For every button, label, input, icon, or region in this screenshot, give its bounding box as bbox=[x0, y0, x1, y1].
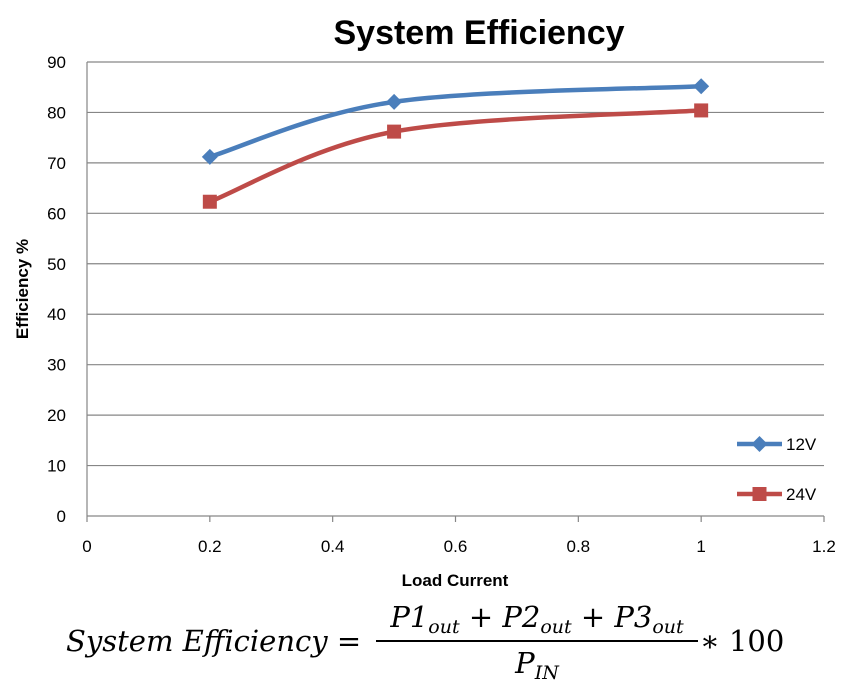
formula-fraction: P1out + P2out + P3out PIN bbox=[376, 596, 698, 688]
x-tick-label: 0.2 bbox=[198, 537, 222, 556]
legend-marker-24v bbox=[752, 487, 767, 501]
y-tick-label: 10 bbox=[47, 457, 66, 476]
y-tick-label: 40 bbox=[47, 305, 66, 324]
formula-factor: 100 bbox=[728, 624, 785, 658]
chart: System Efficiency 0 10 20 30 40 50 60 70 80 90 0 0.2… bbox=[13, 14, 836, 590]
efficiency-formula: System Efficiency = P1out + P2out + P3ou… bbox=[0, 596, 850, 688]
x-tick-label: 0 bbox=[82, 537, 91, 556]
x-tick-label: 1.2 bbox=[812, 537, 836, 556]
y-tick-label: 50 bbox=[47, 255, 66, 274]
data-point-12v bbox=[201, 148, 218, 165]
numerator-subscript: out bbox=[652, 616, 684, 638]
formula-lhs-text: System Efficiency bbox=[66, 624, 328, 658]
numerator-operator: + bbox=[580, 600, 606, 634]
numerator-term: P3 bbox=[614, 600, 653, 634]
formula-equals: = bbox=[336, 624, 362, 658]
formula-numerator: P1out + P2out + P3out bbox=[376, 600, 698, 638]
y-tick-label: 0 bbox=[57, 507, 66, 526]
numerator-operator: + bbox=[468, 600, 494, 634]
chart-svg: System Efficiency 0 10 20 30 40 50 60 70 80 90 0 0.2… bbox=[13, 14, 836, 590]
numerator-term: P2 bbox=[502, 600, 541, 634]
legend-label-24v: 24V bbox=[786, 485, 817, 504]
numerator-subscript: out bbox=[428, 616, 460, 638]
series-line-24v bbox=[207, 108, 704, 204]
formula-denominator: PIN bbox=[376, 646, 698, 684]
data-point-12v bbox=[693, 78, 710, 95]
x-tick-label: 1 bbox=[696, 537, 705, 556]
numerator-term: P1 bbox=[390, 600, 429, 634]
data-point-12v bbox=[386, 93, 403, 110]
formula-times: ∗ bbox=[700, 624, 720, 658]
legend-label-12v: 12V bbox=[786, 435, 817, 454]
x-tick-label: 0.6 bbox=[444, 537, 468, 556]
x-axis-title: Load Current bbox=[402, 571, 509, 590]
formula-rhs: ∗ 100 bbox=[700, 624, 784, 658]
y-tick-label: 20 bbox=[47, 406, 66, 425]
denominator-term: P bbox=[515, 646, 535, 680]
fraction-bar bbox=[376, 640, 698, 642]
legend-marker-12v bbox=[751, 436, 768, 452]
denominator-subscript: IN bbox=[534, 662, 559, 684]
y-tick-label: 90 bbox=[47, 53, 66, 72]
data-point-24v bbox=[202, 194, 217, 209]
data-point-24v bbox=[387, 124, 402, 139]
y-tick-label: 30 bbox=[47, 356, 66, 375]
y-tick-label: 80 bbox=[47, 103, 66, 122]
chart-title: System Efficiency bbox=[333, 14, 624, 52]
x-tick-label: 0.8 bbox=[567, 537, 591, 556]
formula-lhs: System Efficiency = bbox=[66, 624, 361, 658]
series-line-12v bbox=[207, 83, 704, 160]
y-tick-label: 70 bbox=[47, 154, 66, 173]
data-point-24v bbox=[694, 103, 709, 118]
x-tick-label: 0.4 bbox=[321, 537, 345, 556]
y-axis-title: Efficiency % bbox=[13, 239, 32, 339]
y-tick-label: 60 bbox=[47, 204, 66, 223]
numerator-subscript: out bbox=[540, 616, 572, 638]
